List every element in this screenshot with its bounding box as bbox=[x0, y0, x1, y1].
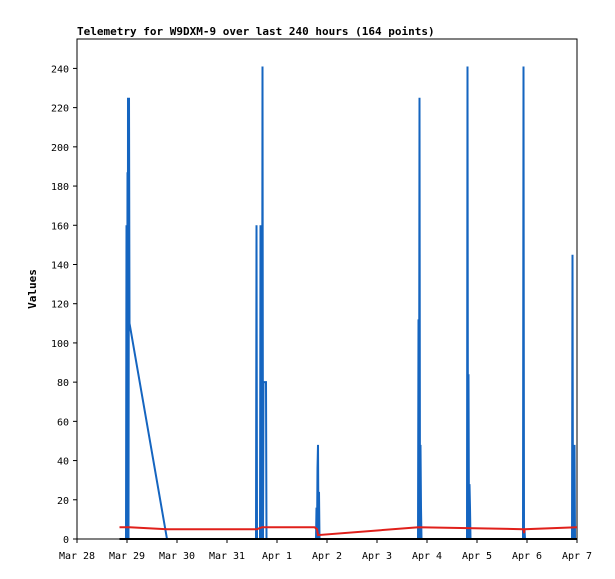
x-tick-label: Apr 4 bbox=[412, 551, 442, 562]
x-tick-label: Apr 6 bbox=[512, 551, 542, 562]
series-line-1 bbox=[119, 66, 577, 540]
x-tick-label: Apr 7 bbox=[562, 551, 592, 562]
y-axis-ticks: 0 20 40 60 80 100 120 140 160 180 200 220 240 bbox=[51, 64, 77, 546]
y-tick-label: 180 bbox=[51, 182, 69, 193]
y-tick-label: 60 bbox=[57, 417, 69, 428]
y-tick-label: 220 bbox=[51, 104, 69, 115]
x-tick-label: Mar 29 bbox=[109, 551, 145, 562]
x-tick-label: Apr 5 bbox=[462, 551, 492, 562]
series-layer bbox=[119, 66, 578, 540]
y-tick-label: 240 bbox=[51, 64, 69, 75]
y-tick-label: 80 bbox=[57, 378, 69, 389]
x-tick-label: Mar 30 bbox=[159, 551, 195, 562]
y-tick-label: 0 bbox=[63, 535, 69, 546]
x-tick-label: Apr 3 bbox=[362, 551, 392, 562]
x-axis-ticks: Mar 28 Mar 29 Mar 30 Mar 31 Apr 1 Apr 2 Apr 3 A… bbox=[59, 539, 592, 562]
y-tick-label: 40 bbox=[57, 457, 69, 468]
y-axis-label: Values bbox=[26, 269, 39, 309]
y-tick-label: 120 bbox=[51, 300, 69, 311]
y-tick-label: 100 bbox=[51, 339, 69, 350]
y-tick-label: 140 bbox=[51, 260, 69, 271]
x-tick-label: Apr 2 bbox=[312, 551, 342, 562]
series-line-2 bbox=[119, 526, 578, 537]
y-tick-label: 200 bbox=[51, 143, 69, 154]
y-tick-label: 20 bbox=[57, 496, 69, 507]
x-tick-label: Apr 1 bbox=[262, 551, 292, 562]
x-tick-label: Mar 28 bbox=[59, 551, 95, 562]
y-tick-label: 160 bbox=[51, 221, 69, 232]
plot-frame bbox=[76, 38, 578, 540]
chart-title: Telemetry for W9DXM-9 over last 240 hour… bbox=[77, 25, 435, 38]
x-tick-label: Mar 31 bbox=[209, 551, 245, 562]
